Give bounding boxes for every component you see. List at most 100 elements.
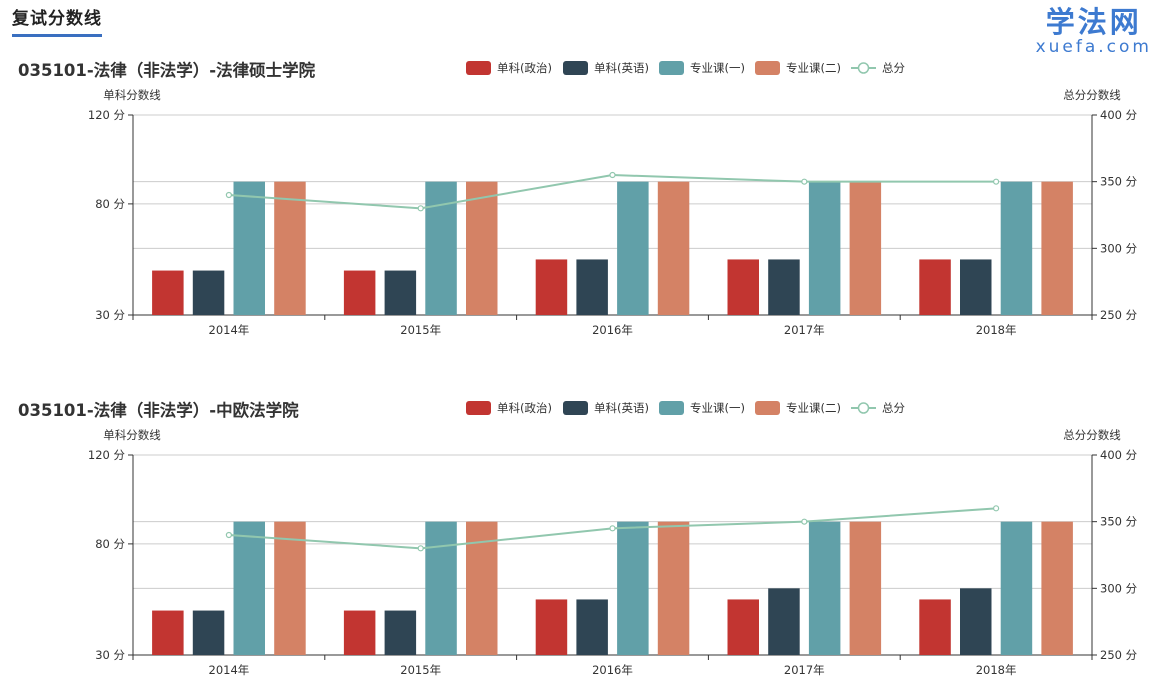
x-tick-label: 2015年 <box>400 663 441 677</box>
chart-legend: 单科(政治) 单科(英语) 专业课(一) 专业课(二) 总分 <box>466 61 905 75</box>
bar-major2 <box>849 521 882 655</box>
logo-text-en: xuefa.com <box>1035 37 1152 57</box>
bar-major1 <box>425 521 457 655</box>
legend-marker-4 <box>857 402 870 414</box>
right-tick-label: 300 分 <box>1100 581 1138 595</box>
bar-english <box>960 259 992 315</box>
legend-swatch-1 <box>563 61 588 75</box>
right-tick-label: 300 分 <box>1100 241 1138 255</box>
bar-major2 <box>657 521 690 655</box>
legend-item[interactable]: 总分 <box>851 401 905 415</box>
legend-item[interactable]: 单科(政治) <box>466 401 552 415</box>
total-score-point <box>417 205 424 212</box>
bar-major1 <box>617 521 649 655</box>
x-tick-label: 2016年 <box>592 323 633 337</box>
bar-major1 <box>1000 181 1033 315</box>
x-tick-label: 2014年 <box>209 323 250 337</box>
legend-label: 单科(英语) <box>594 61 649 75</box>
bar-politics <box>727 599 759 655</box>
x-tick-label: 2018年 <box>976 323 1017 337</box>
left-tick-label: 30 分 <box>95 648 125 662</box>
legend-label: 专业课(二) <box>786 61 841 75</box>
right-axis-name: 总分分数线 <box>1063 88 1121 102</box>
bar-politics <box>535 259 568 315</box>
legend-item[interactable]: 总分 <box>851 61 905 75</box>
legend-label: 单科(英语) <box>594 401 649 415</box>
bar-english <box>768 259 800 315</box>
legend-item[interactable]: 专业课(二) <box>755 401 841 415</box>
right-tick-label: 250 分 <box>1100 648 1138 662</box>
left-tick-label: 80 分 <box>95 197 125 211</box>
total-score-point <box>992 178 1000 185</box>
chart-title: 035101-法律（非法学）-中欧法学院 <box>18 400 299 420</box>
total-score-point <box>801 178 808 185</box>
bar-politics <box>343 270 376 315</box>
left-tick-label: 80 分 <box>95 537 125 551</box>
bar-english <box>960 588 992 655</box>
bar-major1 <box>808 181 841 315</box>
x-tick-label: 2015年 <box>400 323 441 337</box>
legend-swatch-3 <box>755 401 780 415</box>
right-axis-name: 总分分数线 <box>1063 428 1121 442</box>
legend-item[interactable]: 单科(英语) <box>563 61 649 75</box>
legend-label: 专业课(一) <box>690 401 745 415</box>
right-tick-label: 400 分 <box>1100 448 1138 462</box>
bar-english <box>576 599 608 655</box>
bar-major2 <box>849 181 882 315</box>
logo-text-cn: 学法网 <box>1045 5 1142 39</box>
right-tick-label: 250 分 <box>1100 308 1138 322</box>
bar-major2 <box>1041 521 1073 655</box>
legend-label: 专业课(二) <box>786 401 841 415</box>
legend-item[interactable]: 单科(英语) <box>563 401 649 415</box>
total-score-point <box>801 518 808 525</box>
bar-politics <box>727 259 759 315</box>
x-tick-label: 2017年 <box>784 663 825 677</box>
legend-swatch-0 <box>466 401 491 415</box>
total-score-point <box>992 505 1000 512</box>
score-chart-sino-european-school: 035101-法律（非法学）-中欧法学院 单科(政治) 单科(英语) 专业课(一) 专业… <box>18 400 1138 677</box>
legend-label: 单科(政治) <box>497 61 552 75</box>
score-chart-law-master-school: 035101-法律（非法学）-法律硕士学院 单科(政治) 单科(英语) 专业课(一) 专… <box>18 60 1138 337</box>
total-score-point <box>609 171 616 179</box>
bar-politics <box>919 259 951 315</box>
bar-major2 <box>274 181 306 315</box>
bar-major2 <box>1041 181 1073 315</box>
legend-item[interactable]: 专业课(一) <box>659 61 745 75</box>
bar-major2 <box>274 521 306 655</box>
site-logo[interactable]: 学法网 xuefa.com <box>1036 6 1152 56</box>
legend-marker-4 <box>857 62 870 74</box>
left-tick-label: 120 分 <box>88 448 126 462</box>
bar-politics <box>152 270 184 315</box>
bar-english <box>192 270 225 315</box>
total-score-point <box>225 531 232 539</box>
bar-english <box>192 610 225 655</box>
legend-swatch-0 <box>466 61 491 75</box>
legend-item[interactable]: 单科(政治) <box>466 61 552 75</box>
legend-swatch-3 <box>755 61 780 75</box>
bar-english <box>384 610 417 655</box>
legend-swatch-1 <box>563 401 588 415</box>
total-score-point <box>225 191 232 199</box>
bar-english <box>768 588 800 655</box>
right-tick-label: 350 分 <box>1100 175 1138 189</box>
bar-major2 <box>466 181 498 315</box>
x-tick-label: 2018年 <box>976 663 1017 677</box>
legend-label: 总分 <box>882 61 905 75</box>
x-tick-label: 2014年 <box>209 663 250 677</box>
right-tick-label: 400 分 <box>1100 108 1138 122</box>
bar-major2 <box>657 181 690 315</box>
left-axis-name: 单科分数线 <box>103 428 161 442</box>
x-tick-label: 2016年 <box>592 663 633 677</box>
bar-politics <box>919 599 951 655</box>
bar-major1 <box>425 181 457 315</box>
bar-english <box>576 259 608 315</box>
legend-label: 专业课(一) <box>690 61 745 75</box>
legend-swatch-2 <box>659 61 684 75</box>
total-score-point <box>609 525 616 532</box>
legend-item[interactable]: 专业课(一) <box>659 401 745 415</box>
total-score-point <box>417 545 424 552</box>
x-tick-label: 2017年 <box>784 323 825 337</box>
legend-label: 总分 <box>882 401 905 415</box>
legend-item[interactable]: 专业课(二) <box>755 61 841 75</box>
bar-politics <box>152 610 184 655</box>
